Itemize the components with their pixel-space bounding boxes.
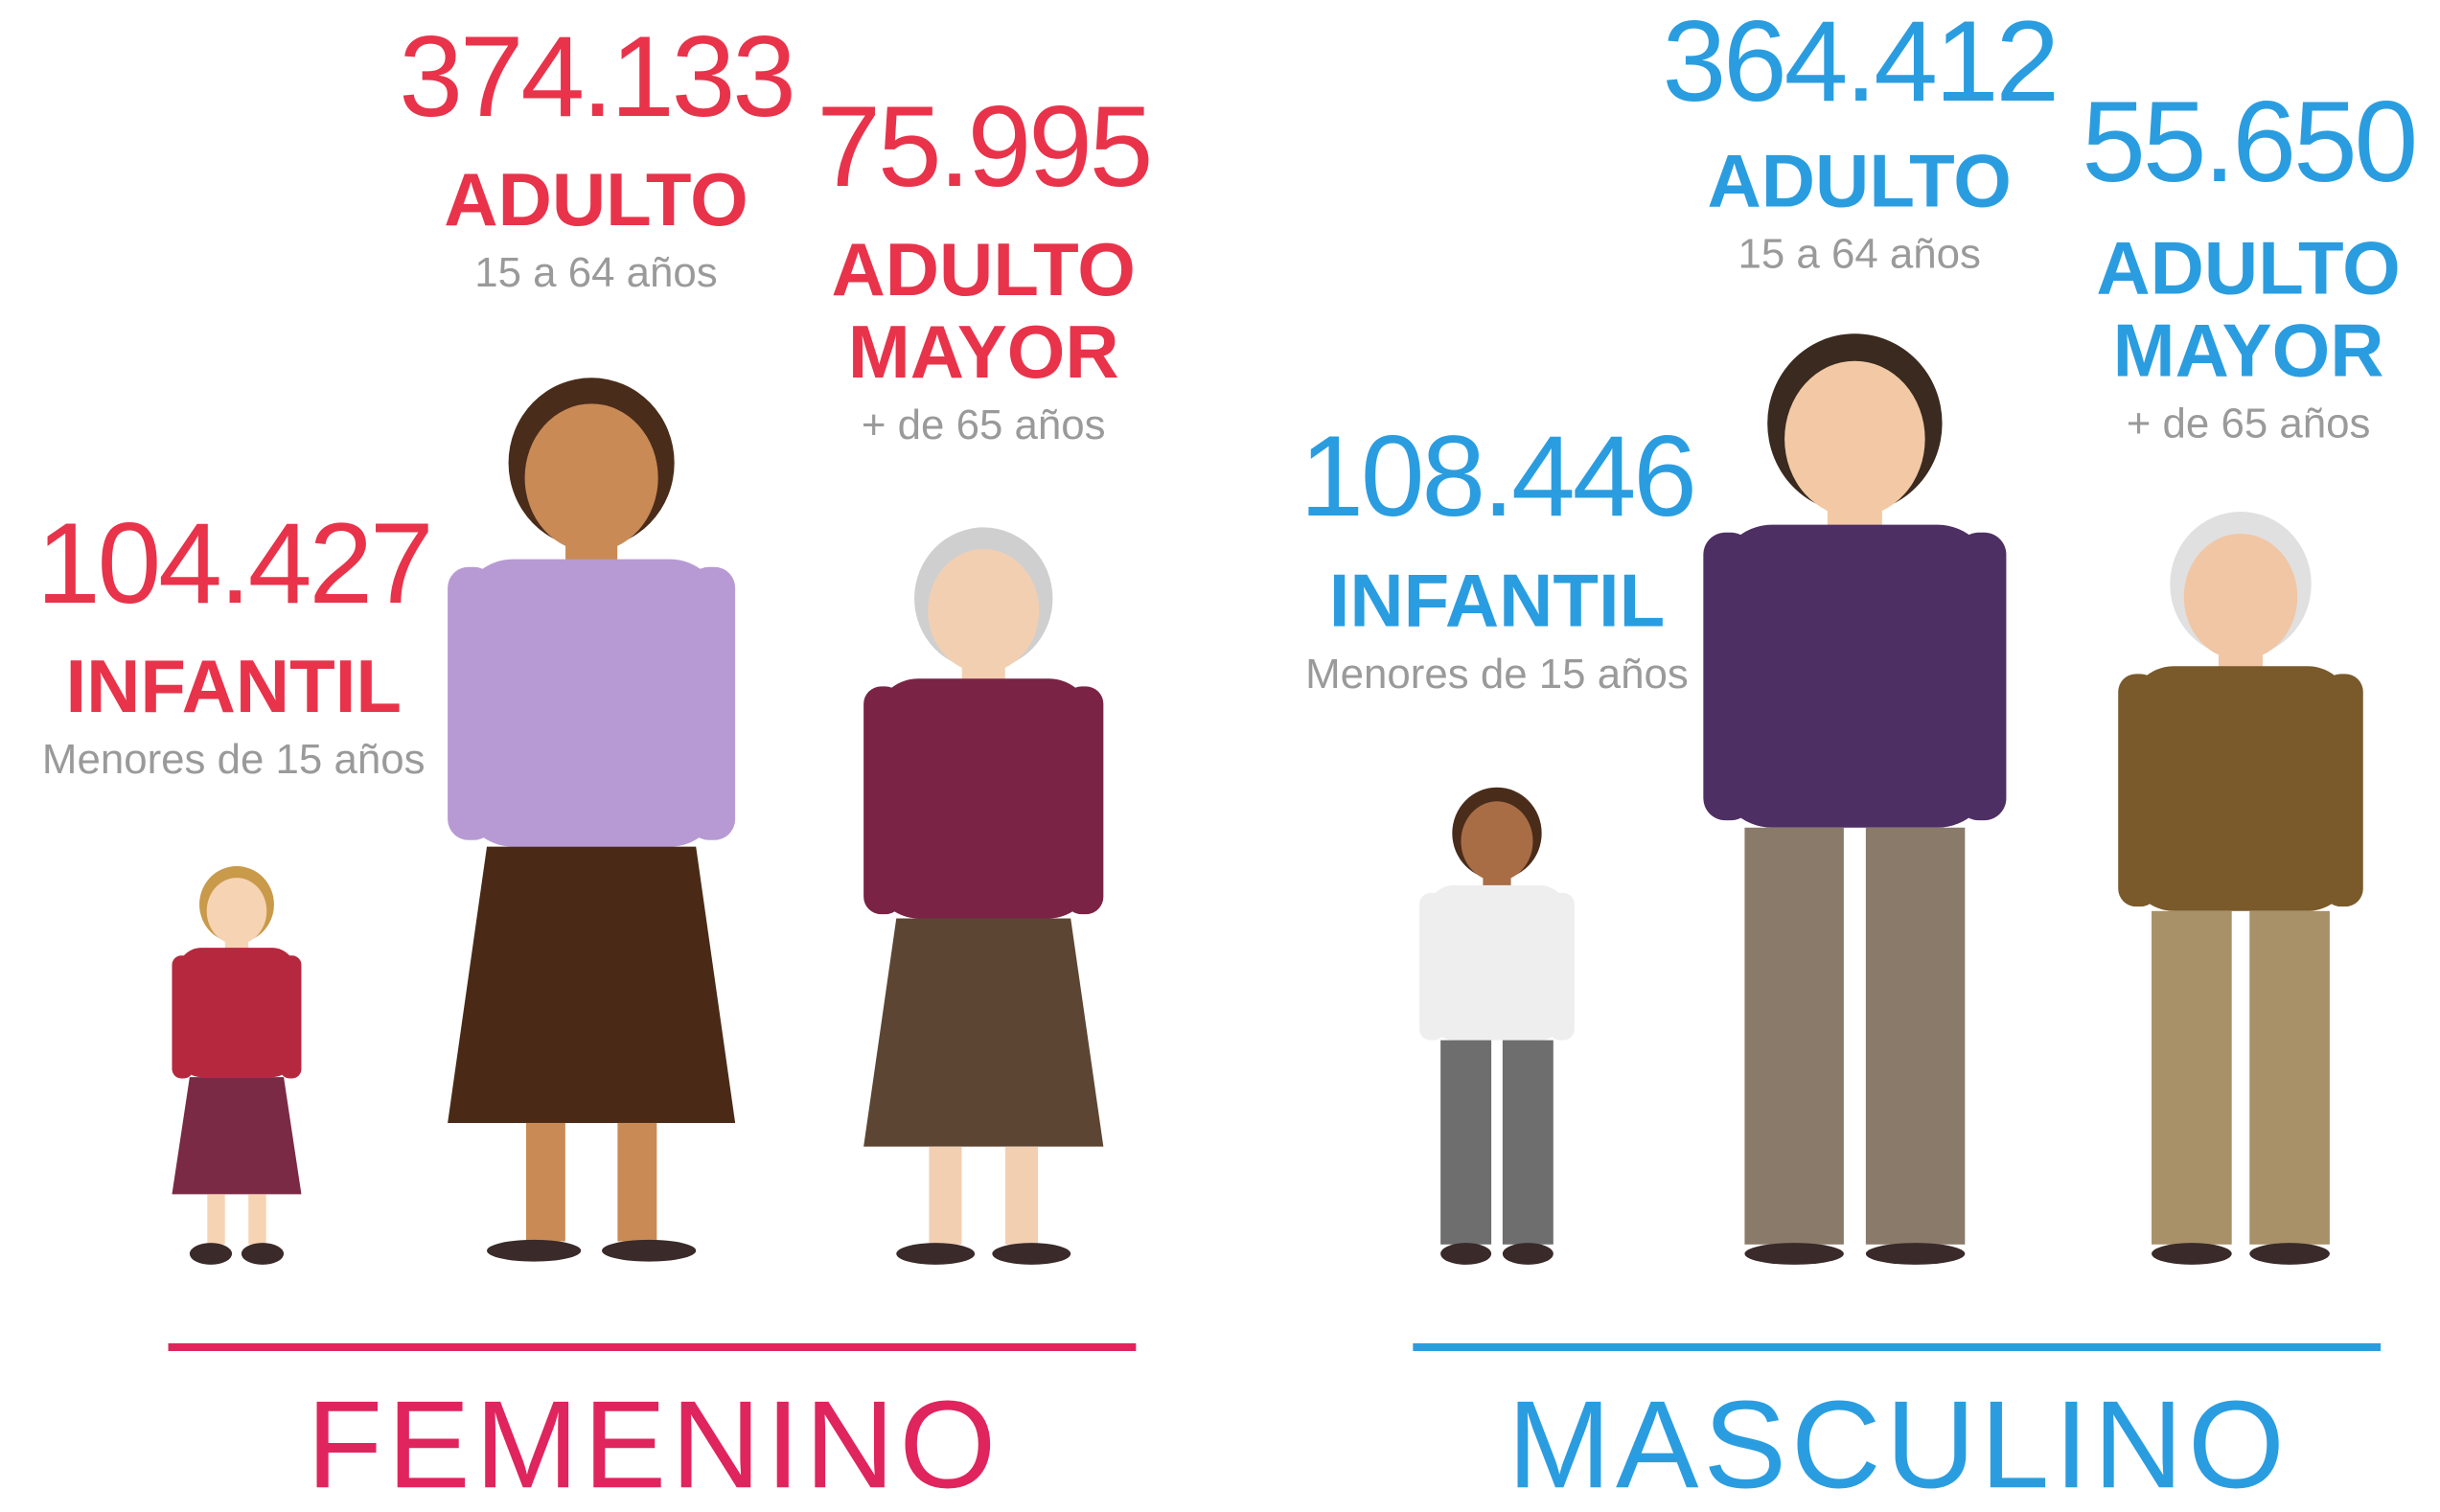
torso	[461, 560, 723, 847]
leg-left	[929, 1147, 961, 1245]
skirt	[448, 847, 735, 1123]
arm-right	[1957, 533, 2007, 820]
arm-left	[448, 567, 495, 840]
age-range: 15 a 64 años	[474, 249, 717, 296]
age-range: 15 a 64 años	[1738, 230, 1981, 277]
count-number: 104.427	[36, 499, 431, 628]
arm-left	[2118, 674, 2158, 906]
arm-right	[1549, 893, 1574, 1041]
shoe-left	[487, 1240, 581, 1262]
count-number: 374.133	[399, 12, 793, 141]
shoe-right	[992, 1243, 1070, 1265]
leg-left	[2152, 911, 2232, 1245]
person-illustration	[448, 378, 735, 1261]
arm-right	[688, 567, 735, 840]
gender-title: MASCULINO	[1508, 1374, 2290, 1512]
count-number: 75.995	[817, 82, 1150, 211]
gender-title: FEMENINO	[307, 1374, 1001, 1512]
count-number: 108.446	[1300, 412, 1694, 540]
leg-right	[2249, 911, 2330, 1245]
age-label: ADULTO	[2096, 225, 2400, 309]
skirt	[172, 1077, 301, 1194]
torso	[875, 678, 1093, 918]
page: 104.427 INFANTIL Menores de 15 años 374.133…	[0, 0, 2440, 1512]
person-illustration	[172, 866, 301, 1265]
skirt	[863, 919, 1103, 1147]
age-label: INFANTIL	[65, 644, 402, 728]
arm-left	[1419, 893, 1444, 1041]
age-range: Menores de 15 años	[1305, 651, 1689, 698]
age-label: MAYOR	[2113, 308, 2384, 392]
shoe-right	[602, 1240, 696, 1262]
shoe-left	[2152, 1243, 2232, 1265]
shoe-left	[1744, 1243, 1843, 1265]
leg-right	[617, 1123, 656, 1242]
arm-left	[863, 686, 903, 914]
leg-right	[1503, 1041, 1554, 1245]
person-illustration	[1703, 333, 2006, 1265]
shoe-right	[1866, 1243, 1965, 1265]
age-label: ADULTO	[832, 227, 1136, 311]
leg-right	[248, 1194, 265, 1244]
leg-left	[1744, 828, 1843, 1245]
age-label: ADULTO	[1708, 138, 2012, 222]
torso	[2129, 666, 2352, 911]
arm-left	[1703, 533, 1753, 820]
shoe-left	[896, 1243, 975, 1265]
head	[928, 549, 1039, 673]
person-illustration	[863, 527, 1103, 1264]
shoe-right	[242, 1243, 284, 1265]
age-label: ADULTO	[444, 157, 748, 241]
arm-right	[2323, 674, 2363, 906]
age-label: MAYOR	[848, 309, 1119, 394]
person-illustration	[1419, 788, 1575, 1265]
torso	[1426, 885, 1567, 1041]
leg-right	[1866, 828, 1965, 1245]
count-number: 364.412	[1662, 0, 2057, 126]
leg-left	[207, 1194, 224, 1244]
torso	[178, 948, 296, 1077]
arm-left	[172, 955, 193, 1078]
shoe-left	[190, 1243, 232, 1265]
torso	[1717, 525, 1992, 828]
shoe-right	[1503, 1243, 1554, 1265]
age-range: + de 65 años	[2127, 400, 2371, 447]
infographic: 104.427 INFANTIL Menores de 15 años 374.133…	[0, 0, 2440, 1512]
person-illustration	[2118, 512, 2363, 1265]
age-range: Menores de 15 años	[42, 736, 426, 783]
arm-right	[1064, 686, 1103, 914]
shoe-left	[1440, 1243, 1491, 1265]
leg-left	[1440, 1041, 1491, 1245]
arm-right	[280, 955, 301, 1078]
age-label: INFANTIL	[1329, 559, 1666, 643]
leg-left	[526, 1123, 565, 1242]
leg-right	[1005, 1147, 1038, 1245]
shoe-right	[2249, 1243, 2330, 1265]
age-range: + de 65 años	[862, 401, 1106, 448]
count-number: 55.650	[2082, 78, 2415, 206]
head	[525, 403, 658, 552]
